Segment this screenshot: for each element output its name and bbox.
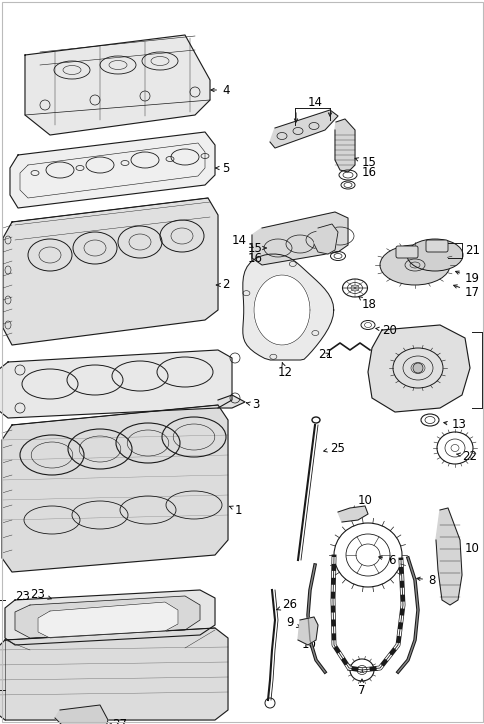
Text: 6: 6 xyxy=(378,554,394,566)
Ellipse shape xyxy=(406,239,462,271)
Text: 18: 18 xyxy=(358,297,376,311)
Polygon shape xyxy=(242,254,333,360)
Text: 17: 17 xyxy=(453,285,479,298)
Text: 14: 14 xyxy=(231,234,253,248)
Text: 2: 2 xyxy=(216,279,229,292)
Text: 10: 10 xyxy=(352,494,372,510)
Text: 7: 7 xyxy=(357,679,365,696)
Text: 12: 12 xyxy=(277,363,292,379)
Text: 16: 16 xyxy=(247,251,262,264)
Text: 8: 8 xyxy=(416,573,435,586)
Text: 15: 15 xyxy=(354,156,376,169)
Ellipse shape xyxy=(379,245,449,285)
Text: 20: 20 xyxy=(375,324,396,337)
Polygon shape xyxy=(15,596,199,638)
Text: 15: 15 xyxy=(247,242,266,255)
Text: 19: 19 xyxy=(454,271,479,285)
Text: 14: 14 xyxy=(307,96,322,109)
Polygon shape xyxy=(55,705,108,724)
Polygon shape xyxy=(38,602,178,638)
Text: 27: 27 xyxy=(108,718,127,724)
Polygon shape xyxy=(254,275,309,345)
Polygon shape xyxy=(0,628,227,720)
Text: 13: 13 xyxy=(443,418,466,432)
Text: 1: 1 xyxy=(229,503,242,516)
Text: 23: 23 xyxy=(15,589,30,602)
Text: 4: 4 xyxy=(211,83,229,96)
Polygon shape xyxy=(2,405,227,572)
Polygon shape xyxy=(5,590,214,645)
Text: 21: 21 xyxy=(318,348,333,361)
Text: 3: 3 xyxy=(246,398,259,411)
Polygon shape xyxy=(313,224,337,254)
FancyBboxPatch shape xyxy=(425,240,447,252)
Text: 10: 10 xyxy=(302,639,316,652)
Polygon shape xyxy=(435,508,461,605)
Text: 21: 21 xyxy=(464,243,479,256)
Polygon shape xyxy=(10,132,214,208)
Polygon shape xyxy=(367,325,469,412)
Text: 26: 26 xyxy=(276,599,296,612)
Polygon shape xyxy=(252,212,348,265)
FancyBboxPatch shape xyxy=(395,246,417,258)
Text: 22: 22 xyxy=(455,450,476,463)
Polygon shape xyxy=(25,35,210,135)
Polygon shape xyxy=(0,350,231,418)
Polygon shape xyxy=(297,617,318,645)
Text: 11: 11 xyxy=(483,363,484,376)
Polygon shape xyxy=(270,110,337,148)
Text: 5: 5 xyxy=(215,161,229,174)
Text: 9: 9 xyxy=(286,615,300,628)
Circle shape xyxy=(412,363,422,373)
Text: 23: 23 xyxy=(30,587,51,600)
Polygon shape xyxy=(337,506,367,522)
Text: 10: 10 xyxy=(453,542,479,555)
Polygon shape xyxy=(334,119,354,172)
Text: 25: 25 xyxy=(323,442,344,455)
Text: 16: 16 xyxy=(361,166,376,179)
Polygon shape xyxy=(217,395,244,408)
Polygon shape xyxy=(3,198,217,345)
